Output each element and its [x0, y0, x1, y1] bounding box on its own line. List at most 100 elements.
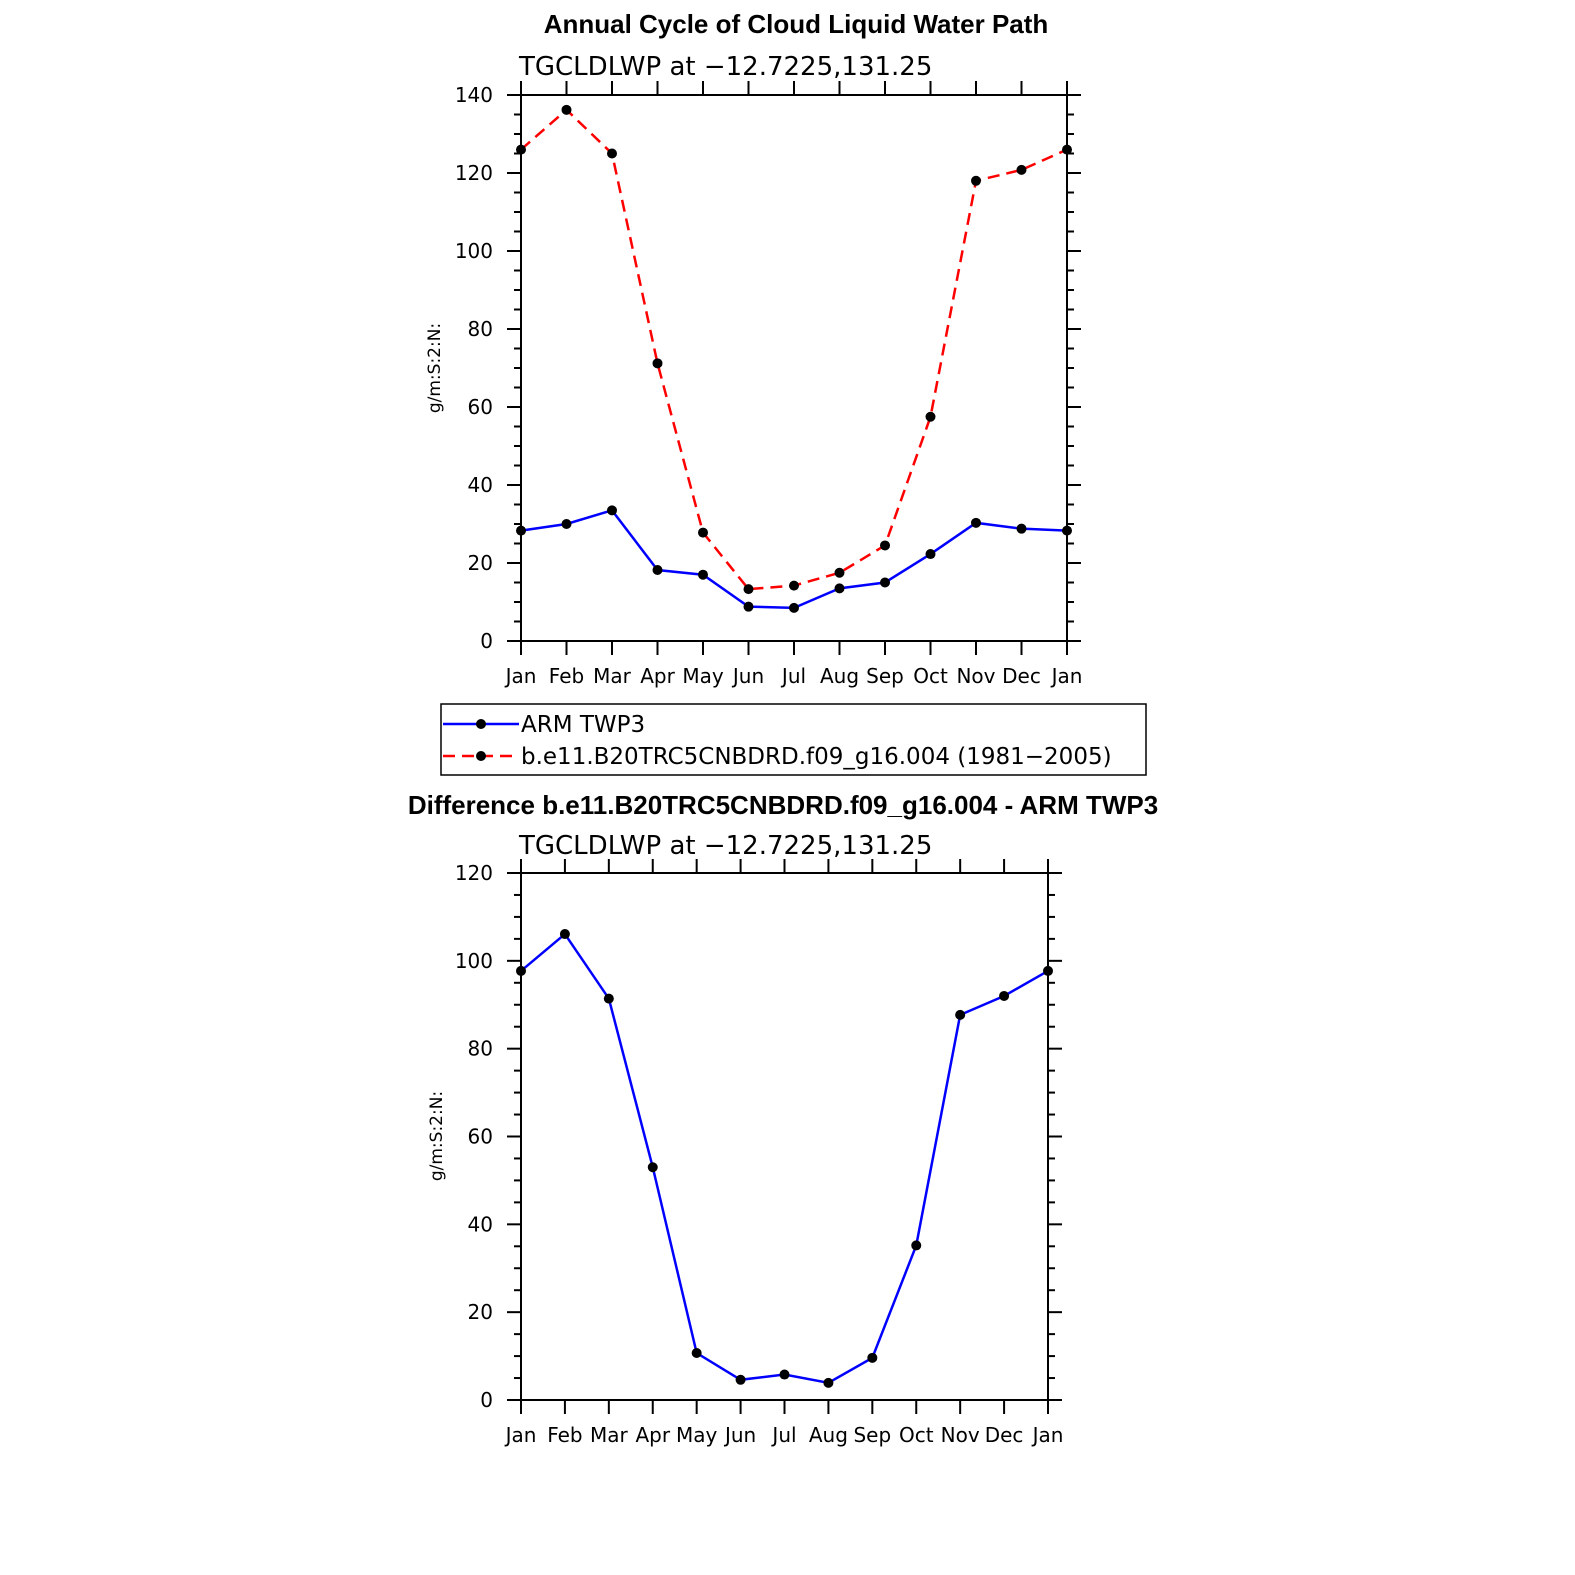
chart-title: Annual Cycle of Cloud Liquid Water Path [544, 9, 1049, 39]
y-tick-label: 20 [468, 1300, 493, 1324]
y-tick-label: 60 [468, 1125, 493, 1149]
data-point-series-1 [789, 602, 799, 613]
data-point-series-2 [880, 540, 890, 551]
x-tick-label: Apr [640, 664, 675, 688]
y-tick-label: 0 [480, 1388, 493, 1412]
data-point-series-2 [561, 104, 572, 115]
x-tick-label: Dec [1002, 664, 1041, 688]
x-tick-label: Aug [820, 664, 859, 688]
data-point-series-1 [735, 1374, 746, 1385]
data-point-series-1 [867, 1352, 878, 1363]
data-point-series-2 [516, 144, 526, 155]
y-tick-label: 100 [455, 949, 493, 973]
legend-entry-model: b.e11.B20TRC5CNBDRD.f09_g16.004 (1981−20… [443, 744, 1112, 770]
y-tick-label: 100 [455, 239, 493, 263]
x-tick-label: Jun [731, 664, 764, 688]
x-tick-label: Dec [985, 1423, 1024, 1447]
data-point-series-1 [823, 1377, 834, 1388]
chart-subtitle: TGCLDLWP at −12.7225,131.25 [518, 52, 932, 82]
series-line-1 [520, 508, 1068, 610]
data-point-series-1 [911, 1240, 922, 1251]
y-tick-label: 140 [455, 83, 493, 107]
data-point-series-1 [603, 993, 614, 1004]
y-tick-label: 0 [480, 629, 493, 653]
y-tick-label: 20 [468, 551, 493, 575]
legend-marker-model [476, 751, 486, 761]
data-point-series-1 [1016, 523, 1027, 534]
x-tick-label: Jul [780, 664, 806, 688]
annual-cycle-chart: Annual Cycle of Cloud Liquid Water Path … [425, 9, 1082, 688]
plot-axes: 0 20 40 60 80 100 120 140 Jan Feb Mar Apr May Jun Jul A… [455, 81, 1083, 688]
series-line-2 [520, 108, 1068, 591]
y-tick-label: 60 [468, 395, 493, 419]
data-point-series-2 [652, 358, 663, 369]
x-tick-label: Jan [1050, 664, 1083, 688]
x-tick-label: Feb [547, 1423, 582, 1447]
legend: ARM TWP3 b.e11.B20TRC5CNBDRD.f09_g16.004… [440, 703, 1147, 776]
y-axis-label: g/m:S:2:N: [425, 323, 445, 413]
plot-axes: 0 20 40 60 80 100 120 Jan Feb Mar Apr May Jun Jul Aug S… [455, 859, 1064, 1447]
data-point-series-1 [1062, 525, 1072, 536]
x-tick-label: Jan [504, 1423, 537, 1447]
legend-label-arm: ARM TWP3 [521, 712, 645, 738]
data-point-series-2 [789, 580, 799, 591]
y-tick-label: 40 [468, 473, 493, 497]
y-tick-label: 40 [468, 1212, 493, 1236]
legend-entry-arm: ARM TWP3 [443, 712, 645, 738]
x-tick-label: Nov [956, 664, 995, 688]
x-tick-label: Mar [590, 1423, 629, 1447]
data-point-series-1 [1043, 965, 1053, 976]
y-axis-label: g/m:S:2:N: [427, 1091, 447, 1181]
plot-frame [520, 94, 1068, 642]
y-tick-label: 80 [468, 317, 493, 341]
data-point-series-1 [516, 525, 526, 536]
x-tick-label: Apr [635, 1423, 670, 1447]
data-point-series-1 [559, 929, 570, 940]
y-tick-label: 80 [468, 1037, 493, 1061]
data-point-series-1 [652, 565, 663, 576]
legend-box [440, 703, 1147, 776]
data-point-series-1 [971, 517, 981, 528]
data-point-series-1 [880, 577, 890, 588]
series-layer [516, 104, 1072, 613]
data-point-series-1 [607, 505, 617, 516]
x-tick-label: Feb [549, 664, 584, 688]
x-tick-label: Sep [866, 664, 904, 688]
data-point-series-1 [834, 583, 845, 594]
data-point-series-1 [779, 1369, 790, 1380]
series-line-1 [520, 932, 1049, 1385]
data-point-series-1 [561, 519, 572, 529]
x-tick-label: Aug [809, 1423, 848, 1447]
x-tick-label: Mar [593, 664, 632, 688]
x-tick-label: Jan [504, 664, 537, 688]
chart-subtitle: TGCLDLWP at −12.7225,131.25 [518, 831, 932, 861]
x-tick-label: May [676, 1423, 718, 1447]
data-point-series-1 [925, 549, 936, 560]
data-point-series-1 [743, 601, 754, 612]
plot-frame [520, 872, 1049, 1401]
chart-title: Difference b.e11.B20TRC5CNBDRD.f09_g16.0… [408, 790, 1158, 820]
legend-label-model: b.e11.B20TRC5CNBDRD.f09_g16.004 (1981−20… [521, 744, 1112, 770]
x-tick-label: Nov [941, 1423, 980, 1447]
data-point-series-2 [698, 527, 708, 538]
data-point-series-1 [955, 1009, 966, 1020]
data-point-series-2 [743, 584, 754, 595]
data-point-series-1 [999, 990, 1010, 1001]
y-tick-label: 120 [455, 861, 493, 885]
data-point-series-2 [925, 411, 936, 422]
data-point-series-1 [698, 569, 708, 580]
x-tick-label: Jan [1031, 1423, 1064, 1447]
y-tick-label: 120 [455, 161, 493, 185]
x-tick-label: Jun [723, 1423, 756, 1447]
data-point-series-1 [647, 1162, 658, 1173]
data-point-series-2 [1016, 164, 1027, 175]
x-tick-label: May [682, 664, 724, 688]
data-point-series-2 [607, 148, 617, 159]
data-point-series-2 [834, 567, 845, 578]
data-point-series-1 [516, 965, 526, 976]
x-tick-label: Sep [853, 1423, 891, 1447]
data-point-series-1 [691, 1348, 702, 1359]
difference-chart: Difference b.e11.B20TRC5CNBDRD.f09_g16.0… [408, 790, 1158, 1447]
series-layer [516, 929, 1053, 1388]
legend-marker-arm [476, 719, 486, 729]
